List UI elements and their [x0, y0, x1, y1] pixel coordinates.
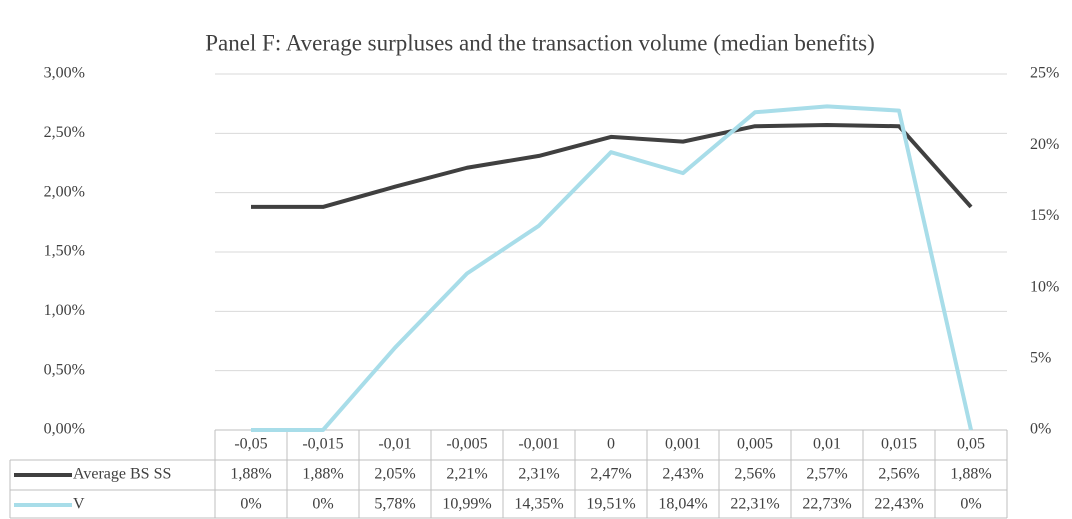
chart-title: Panel F: Average surpluses and the trans…	[205, 30, 875, 55]
table-value: 2,21%	[446, 466, 487, 483]
table-value: 2,31%	[518, 466, 559, 483]
x-tick-label: 0,001	[665, 436, 701, 453]
legend-label: Average BS SS	[73, 466, 171, 483]
table-value: 14,35%	[514, 496, 563, 513]
y2-tick-label: 5%	[1030, 349, 1051, 366]
y-tick-label: 0,50%	[44, 361, 85, 378]
x-tick-label: -0,005	[446, 436, 487, 453]
table-value: 2,56%	[734, 466, 775, 483]
y2-tick-label: 15%	[1030, 207, 1059, 224]
table-value: 2,05%	[374, 466, 415, 483]
series-line	[251, 104, 973, 432]
table-value: 5,78%	[374, 496, 415, 513]
series-line	[251, 123, 973, 209]
table-value: 1,88%	[950, 466, 991, 483]
y2-tick-label: 25%	[1030, 65, 1059, 82]
table-value: 22,73%	[802, 496, 851, 513]
table-value: 0%	[312, 496, 333, 513]
table-value: 19,51%	[586, 496, 635, 513]
table-value: 2,43%	[662, 466, 703, 483]
table-value: 10,99%	[442, 496, 491, 513]
table-value: 22,43%	[874, 496, 923, 513]
x-tick-label: -0,001	[518, 436, 559, 453]
y-tick-label: 1,00%	[44, 302, 85, 319]
x-tick-label: 0,01	[813, 436, 841, 453]
table-value: 2,56%	[878, 466, 919, 483]
table-value: 2,57%	[806, 466, 847, 483]
y-tick-label: 2,00%	[44, 183, 85, 200]
x-tick-label: 0	[607, 436, 615, 453]
y-tick-label: 1,50%	[44, 243, 85, 260]
table-value: 18,04%	[658, 496, 707, 513]
table-value: 0%	[960, 496, 981, 513]
y-tick-label: 2,50%	[44, 124, 85, 141]
legend-label: V	[73, 496, 85, 513]
x-tick-label: -0,05	[234, 436, 267, 453]
table-value: 1,88%	[302, 466, 343, 483]
y2-tick-label: 0%	[1030, 421, 1051, 438]
table-value: 1,88%	[230, 466, 271, 483]
y-tick-label: 3,00%	[44, 65, 85, 82]
table-value: 0%	[240, 496, 261, 513]
y2-tick-label: 10%	[1030, 278, 1059, 295]
x-tick-label: 0,05	[957, 436, 985, 453]
y-tick-label: 0,00%	[44, 421, 85, 438]
x-tick-label: -0,01	[378, 436, 411, 453]
y2-tick-label: 20%	[1030, 136, 1059, 153]
table-value: 22,31%	[730, 496, 779, 513]
x-tick-label: 0,015	[881, 436, 917, 453]
x-tick-label: -0,015	[302, 436, 343, 453]
x-tick-label: 0,005	[737, 436, 773, 453]
table-value: 2,47%	[590, 466, 631, 483]
